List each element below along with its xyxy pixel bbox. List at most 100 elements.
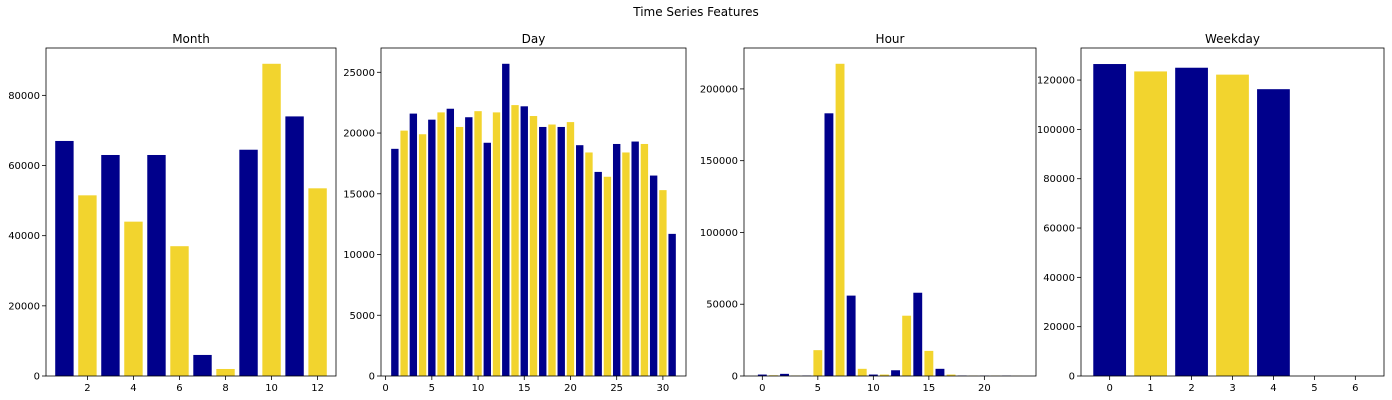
bar	[465, 117, 473, 377]
plot-frame	[45, 47, 337, 377]
bar	[1257, 89, 1290, 377]
bar	[631, 141, 639, 376]
bar	[566, 122, 575, 376]
bar	[511, 105, 519, 376]
x-tick-label: 15	[922, 383, 935, 394]
bar	[585, 152, 593, 376]
figure-title: Time Series Features	[633, 5, 759, 19]
bar	[285, 116, 304, 376]
bar	[757, 374, 767, 376]
bar	[78, 195, 97, 376]
y-tick-label: 60000	[8, 161, 40, 172]
chart-panel-day: Day 0 5 10 15 20 25 30 0 5000 10000 15000 20000 25000	[343, 32, 687, 394]
bar	[946, 374, 956, 376]
x-tick-label: 12	[311, 383, 324, 394]
bar	[308, 188, 327, 376]
bar	[880, 374, 889, 376]
x-tick-label: 5	[815, 383, 821, 394]
bar	[576, 145, 584, 376]
chart-title: Weekday	[1205, 32, 1260, 46]
y-tick-label: 0	[369, 372, 375, 383]
bar	[455, 126, 464, 377]
x-tick-label: 15	[518, 383, 531, 394]
bar	[548, 124, 556, 376]
x-tick-label: 2	[1188, 383, 1194, 394]
chart-title: Hour	[876, 32, 905, 46]
x-tick-label: 6	[1352, 383, 1358, 394]
bar	[649, 175, 658, 376]
x-tick-label: 10	[265, 383, 278, 394]
x-tick-label: 1	[1147, 383, 1153, 394]
y-tick-label: 40000	[8, 231, 40, 242]
y-tick-label: 20000	[343, 129, 375, 140]
bar	[857, 368, 867, 376]
bar	[913, 292, 923, 376]
x-tick-label: 4	[1270, 383, 1276, 394]
bar	[400, 130, 408, 376]
bar	[539, 126, 547, 377]
y-tick-label: 20000	[8, 301, 40, 312]
bar	[846, 295, 856, 376]
x-tick-label: 10	[867, 383, 880, 394]
chart-title: Day	[522, 32, 546, 46]
y-tick-label: 5000	[350, 311, 375, 322]
y-tick-label: 0	[1069, 372, 1075, 383]
x-tick-label: 5	[1311, 383, 1317, 394]
x-tick-label: 3	[1229, 383, 1235, 394]
bar	[1175, 67, 1208, 376]
bar	[474, 111, 482, 377]
bar	[239, 149, 258, 376]
chart-panel-weekday: Weekday 0 1 2 3 4 5 6 0 20000 40000 60000 80000 10000…	[1037, 32, 1385, 394]
x-tick-label: 25	[610, 383, 623, 394]
x-tick-label: 10	[472, 383, 485, 394]
bar	[902, 315, 912, 376]
bar	[1134, 71, 1167, 377]
bar	[824, 113, 834, 376]
y-tick-label: 20000	[1043, 322, 1075, 333]
x-tick-label: 5	[429, 383, 435, 394]
chart-panel-hour: Hour 0 5 10 15 20 0 50000 100000 150000 200000	[700, 32, 1037, 394]
y-tick-label: 200000	[700, 84, 738, 95]
bar	[262, 63, 281, 376]
bar	[891, 370, 900, 376]
y-tick-label: 0	[732, 372, 738, 383]
bar	[835, 63, 845, 376]
bar	[780, 373, 789, 376]
chart-title: Month	[172, 32, 210, 46]
x-tick-label: 20	[564, 383, 577, 394]
bar	[668, 233, 676, 376]
bar	[391, 148, 399, 376]
y-tick-label: 150000	[700, 156, 738, 167]
bar	[813, 350, 823, 376]
bar	[502, 63, 510, 376]
y-tick-label: 0	[34, 372, 40, 383]
bar	[622, 152, 630, 376]
bar	[193, 354, 212, 376]
bar	[520, 106, 528, 376]
chart-panel-month: Month 2 4 6 8 10 12 0 20000 40000 60000 80000	[8, 32, 337, 394]
x-tick-label: 30	[657, 383, 670, 394]
plot-frame	[743, 47, 1037, 377]
bar	[492, 112, 501, 376]
bar	[1093, 64, 1127, 376]
plot-frame	[380, 47, 687, 377]
bar	[418, 134, 427, 376]
bar	[124, 221, 143, 376]
y-tick-label: 15000	[343, 189, 375, 200]
bar	[529, 116, 538, 376]
bar	[557, 126, 565, 377]
x-tick-label: 0	[1106, 383, 1112, 394]
x-tick-label: 8	[222, 383, 228, 394]
bar	[101, 154, 120, 376]
bar	[437, 112, 445, 376]
y-tick-label: 80000	[8, 91, 40, 102]
x-tick-label: 20	[978, 383, 991, 394]
bar	[924, 350, 934, 376]
bar	[1216, 74, 1249, 376]
bar	[594, 171, 602, 376]
y-tick-label: 50000	[706, 300, 738, 311]
x-tick-label: 4	[130, 383, 136, 394]
bar	[935, 368, 945, 376]
y-tick-label: 60000	[1043, 224, 1075, 235]
